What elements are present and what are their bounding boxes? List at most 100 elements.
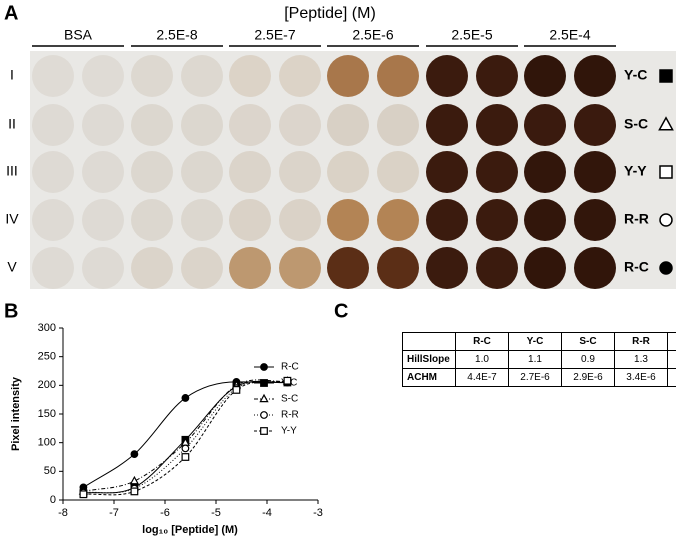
well	[327, 55, 369, 97]
well	[229, 55, 271, 97]
table-cell: HillSlope	[402, 350, 456, 369]
well	[131, 55, 173, 97]
well	[32, 55, 74, 97]
well	[574, 104, 616, 146]
panel-title: [Peptide] (M)	[284, 5, 376, 22]
x-tick-label: -7	[109, 507, 119, 519]
well	[524, 199, 566, 241]
well	[524, 55, 566, 97]
y-tick-label: 0	[50, 494, 56, 506]
table-cell: Y-Y	[667, 332, 676, 351]
group-label: 2.5E-4	[549, 27, 590, 43]
well	[327, 104, 369, 146]
table-cell: 2.7E-6	[508, 368, 562, 387]
well	[82, 55, 124, 97]
y-tick-label: 100	[38, 437, 56, 449]
data-point	[130, 450, 139, 459]
well	[476, 151, 518, 193]
data-point	[181, 453, 190, 461]
data-point	[130, 487, 139, 496]
well	[131, 151, 173, 193]
well	[131, 247, 173, 289]
well	[82, 104, 124, 146]
legend-label: R-R	[281, 410, 299, 421]
well	[229, 104, 271, 146]
table-cell: Y-C	[508, 332, 562, 351]
table-cell	[402, 332, 456, 351]
legend-label: Y-Y	[281, 426, 297, 437]
well	[377, 247, 419, 289]
table-cell: R-C	[455, 332, 509, 351]
well	[82, 247, 124, 289]
legend-symbol	[260, 379, 268, 387]
well	[574, 247, 616, 289]
row-peptide: S-C	[624, 116, 648, 132]
fit-curve	[83, 380, 288, 496]
group-label: 2.5E-8	[156, 27, 197, 43]
legend-symbol	[260, 363, 268, 371]
parameter-table: R-CY-CS-CR-RY-YHillSlope1.01.10.91.31.3A…	[402, 332, 676, 387]
table-cell: 4.3E-6	[667, 368, 676, 387]
legend-symbol	[259, 393, 269, 403]
well	[524, 104, 566, 146]
well	[181, 104, 223, 146]
data-point	[129, 475, 140, 485]
x-tick-label: -3	[313, 507, 323, 519]
well	[181, 151, 223, 193]
well	[32, 151, 74, 193]
well	[279, 199, 321, 241]
well	[279, 55, 321, 97]
well	[426, 55, 468, 97]
well	[574, 151, 616, 193]
well	[181, 247, 223, 289]
well	[279, 151, 321, 193]
well	[476, 199, 518, 241]
well	[82, 151, 124, 193]
legend-symbol	[260, 411, 268, 419]
legend-label: S-C	[281, 394, 298, 405]
data-point	[283, 376, 292, 385]
well	[181, 199, 223, 241]
well	[377, 199, 419, 241]
data-point	[181, 394, 190, 402]
well	[32, 247, 74, 289]
well	[82, 199, 124, 241]
well	[327, 199, 369, 241]
panel-label: C	[334, 300, 348, 322]
row-label: III	[6, 163, 18, 179]
well	[524, 247, 566, 289]
fit-curve	[83, 379, 288, 492]
table-cell: ACHM	[402, 368, 456, 387]
row-symbol	[659, 213, 673, 227]
group-label: 2.5E-5	[451, 27, 492, 43]
well	[476, 104, 518, 146]
y-tick-label: 250	[38, 351, 56, 363]
legend-symbol	[260, 427, 268, 435]
row-label: I	[10, 67, 14, 83]
well	[476, 247, 518, 289]
x-tick-label: -4	[262, 507, 272, 519]
well	[574, 55, 616, 97]
well	[377, 104, 419, 146]
row-label: II	[8, 116, 16, 132]
well	[279, 247, 321, 289]
well	[279, 104, 321, 146]
x-tick-label: -5	[211, 507, 221, 519]
well	[377, 55, 419, 97]
well	[426, 199, 468, 241]
table-cell: 3.4E-6	[614, 368, 668, 387]
well	[131, 199, 173, 241]
data-point	[79, 490, 88, 499]
well	[426, 247, 468, 289]
x-axis-label: log₁₀ [Peptide] (M)	[142, 524, 238, 536]
row-peptide: Y-C	[624, 67, 647, 83]
table-cell: 1.1	[508, 350, 562, 369]
y-tick-label: 200	[38, 379, 56, 391]
well	[327, 151, 369, 193]
table-cell: 2.9E-6	[561, 368, 615, 387]
data-point	[232, 386, 241, 394]
y-tick-label: 50	[44, 465, 56, 477]
